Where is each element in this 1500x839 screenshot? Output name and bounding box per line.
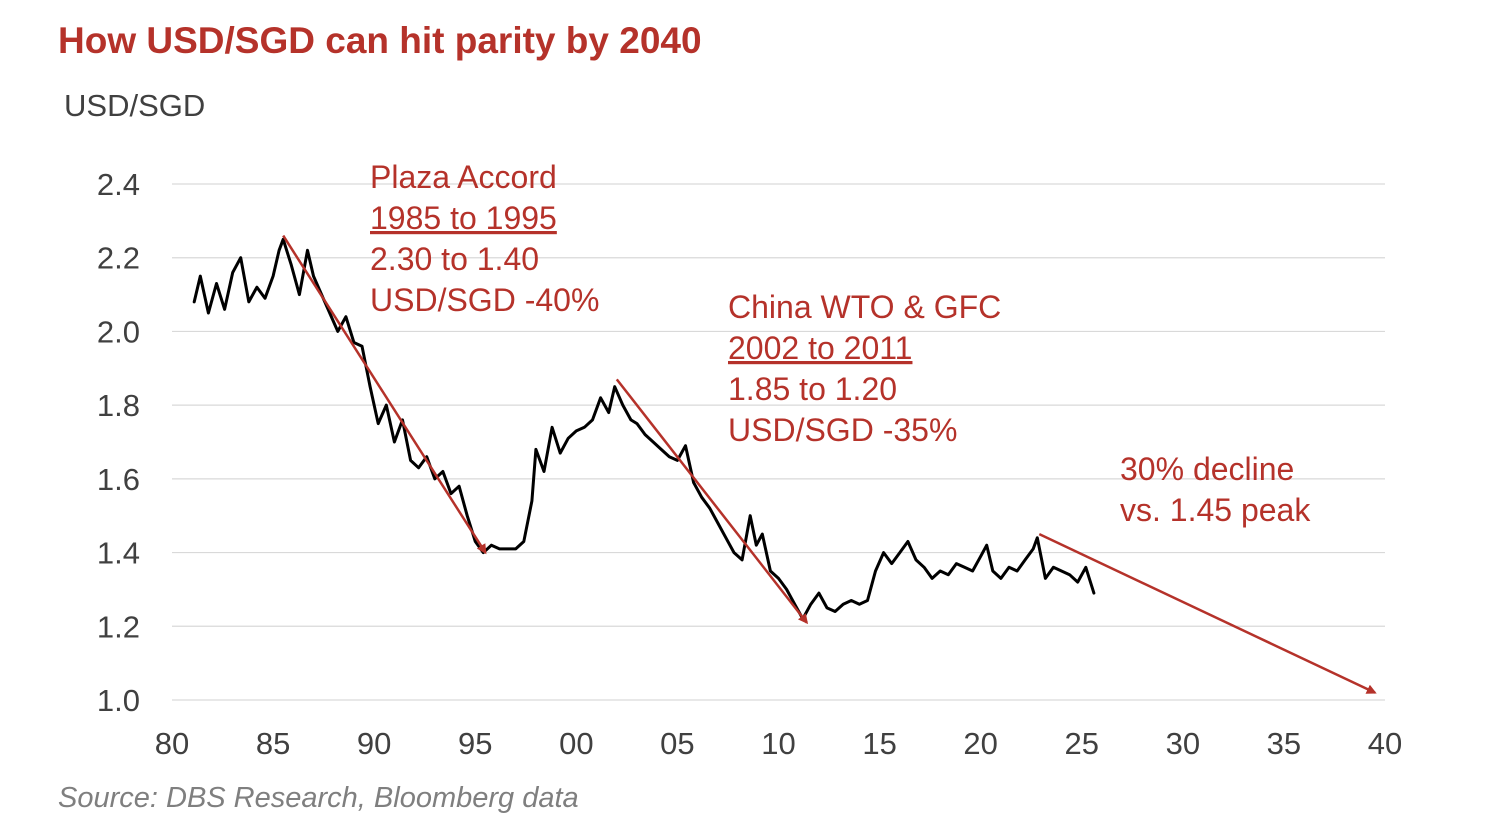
trend-arrow-1 bbox=[282, 234, 487, 555]
x-tick-label: 95 bbox=[458, 726, 492, 761]
annotation-line: 1985 to 1995 bbox=[370, 200, 557, 236]
annotation-line: vs. 1.45 peak bbox=[1120, 492, 1311, 528]
annotation-line: China WTO & GFC bbox=[728, 289, 1001, 325]
annotation-line: USD/SGD -40% bbox=[370, 282, 599, 318]
x-tick-label: 40 bbox=[1368, 726, 1402, 761]
x-tick-label: 00 bbox=[559, 726, 593, 761]
x-tick-label: 90 bbox=[357, 726, 391, 761]
y-axis-label: USD/SGD bbox=[64, 88, 206, 123]
trend-arrow-3 bbox=[1038, 533, 1377, 694]
annotation-line: 2002 to 2011 bbox=[728, 330, 912, 366]
source-note: Source: DBS Research, Bloomberg data bbox=[58, 782, 579, 814]
y-tick-label: 1.8 bbox=[97, 388, 140, 423]
x-tick-label: 10 bbox=[761, 726, 795, 761]
x-tick-label: 15 bbox=[862, 726, 896, 761]
y-tick-label: 1.6 bbox=[97, 462, 140, 497]
annotation-2: China WTO & GFC 2002 to 2011 1.85 to 1.20 U… bbox=[728, 289, 1001, 448]
y-tick-label: 1.2 bbox=[97, 609, 140, 644]
y-tick-label: 2.0 bbox=[97, 314, 140, 349]
annotation-1: Plaza Accord 1985 to 1995 2.30 to 1.40 USD/… bbox=[370, 159, 599, 318]
x-tick-label: 25 bbox=[1065, 726, 1099, 761]
annotation-line: Plaza Accord bbox=[370, 159, 557, 195]
x-tick-label: 20 bbox=[963, 726, 997, 761]
trend-arrow-2 bbox=[615, 378, 809, 625]
annotation-line: 30% decline bbox=[1120, 451, 1294, 487]
y-tick-label: 1.0 bbox=[97, 683, 140, 718]
usd-sgd-series-line bbox=[192, 237, 1096, 621]
x-tick-label: 30 bbox=[1166, 726, 1200, 761]
x-tick-label: 80 bbox=[155, 726, 189, 761]
y-tick-label: 2.2 bbox=[97, 241, 140, 276]
x-tick-label: 35 bbox=[1267, 726, 1301, 761]
y-tick-label: 1.4 bbox=[97, 536, 140, 571]
annotation-line: USD/SGD -35% bbox=[728, 412, 957, 448]
y-tick-label: 2.4 bbox=[97, 167, 140, 202]
annotation-line: 1.85 to 1.20 bbox=[728, 371, 897, 407]
annotation-line: 2.30 to 1.40 bbox=[370, 241, 539, 277]
x-tick-label: 85 bbox=[256, 726, 290, 761]
annotation-3: 30% decline vs. 1.45 peak bbox=[1120, 451, 1311, 528]
x-tick-label: 05 bbox=[660, 726, 694, 761]
chart-title: How USD/SGD can hit parity by 2040 bbox=[58, 20, 702, 61]
